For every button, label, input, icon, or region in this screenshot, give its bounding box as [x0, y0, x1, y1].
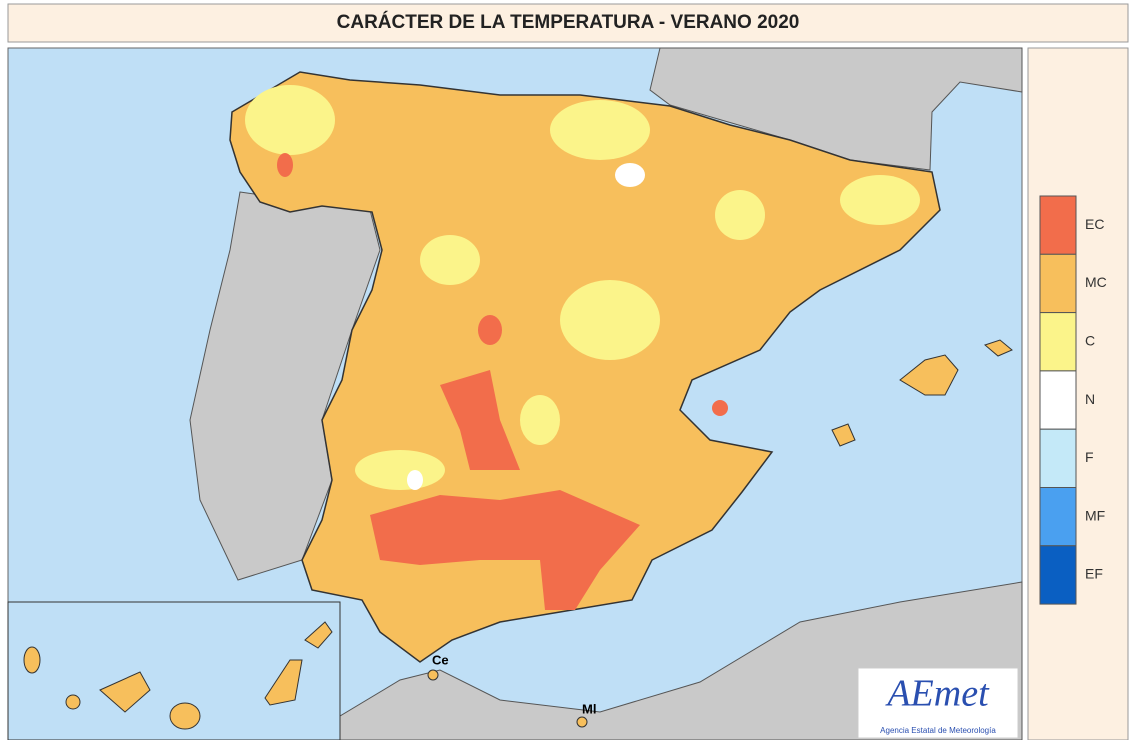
- legend-swatch: [1039, 428, 1077, 489]
- legend-label: MC: [1085, 274, 1107, 290]
- logo-subtitle: Agencia Estatal de Meteorología: [880, 726, 996, 735]
- legend: EC MC C N F MF EF: [1039, 195, 1107, 605]
- legend-label: F: [1085, 449, 1094, 465]
- legend-swatch: [1039, 370, 1077, 430]
- legend-label: N: [1085, 391, 1095, 407]
- legend-label: EF: [1085, 566, 1103, 582]
- legend-label: MF: [1085, 507, 1105, 523]
- title-bar: [7, 3, 1129, 43]
- map-area: Ce Ml AEmet Agencia Estatal de Meteorolo…: [7, 47, 1023, 740]
- ceuta-marker: [427, 669, 439, 681]
- balearic-islands: [831, 339, 1013, 447]
- france: [649, 47, 1023, 171]
- legend-swatch: [1039, 487, 1077, 547]
- legend-swatch: [1039, 545, 1077, 605]
- melilla-marker: [576, 716, 588, 728]
- legend-swatch: [1039, 253, 1077, 314]
- logo-box: [857, 667, 1019, 739]
- morocco: [299, 581, 1023, 740]
- logo: AEmet: [884, 673, 990, 715]
- legend-swatch: [1039, 195, 1077, 255]
- place-label: Ce: [432, 652, 449, 667]
- legend-swatch: [1039, 312, 1077, 372]
- legend-label: EC: [1085, 216, 1104, 232]
- anomaly-patches: [245, 85, 920, 610]
- canary-islands: [23, 621, 333, 730]
- place-label: Ml: [582, 701, 596, 716]
- title: CARÁCTER DE LA TEMPERATURA - VERANO 2020: [337, 11, 800, 33]
- legend-label: C: [1085, 332, 1095, 348]
